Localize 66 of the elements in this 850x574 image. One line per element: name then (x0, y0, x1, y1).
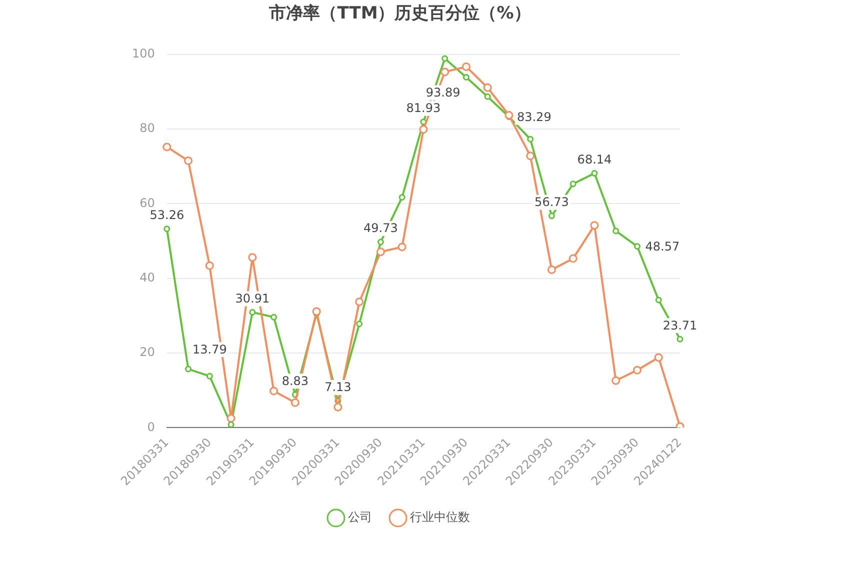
point (312, 307, 321, 316)
point (591, 170, 598, 177)
point (270, 386, 278, 396)
point (527, 136, 534, 142)
point (376, 248, 385, 256)
point (290, 398, 300, 407)
point (184, 156, 193, 166)
point (655, 296, 662, 304)
point (185, 366, 192, 372)
y-tick-label: 60 (140, 196, 155, 210)
point (440, 68, 450, 76)
data-label: 48.57 (645, 239, 680, 254)
point (612, 228, 620, 234)
point (676, 336, 684, 342)
point (377, 238, 384, 246)
legend-label: 行业中位数 (410, 510, 470, 524)
point (228, 421, 234, 428)
point (462, 62, 470, 71)
point (634, 243, 640, 250)
y-tick-label: 20 (140, 345, 155, 360)
point (612, 376, 620, 385)
data-label: 93.89 (426, 85, 460, 100)
data-label: 49.73 (364, 221, 398, 236)
point (226, 414, 236, 423)
chart-title: 市净率（TTM）历史百分位（%） (268, 4, 531, 24)
point (334, 402, 342, 412)
point (206, 372, 213, 380)
point (249, 309, 256, 316)
point (356, 320, 363, 328)
point (462, 74, 470, 80)
data-label: 56.73 (534, 195, 569, 210)
point (570, 180, 576, 188)
point (632, 366, 642, 374)
point (442, 55, 448, 62)
data-label: 68.14 (577, 152, 612, 166)
data-label: 7.13 (324, 380, 352, 394)
data-label: 13.79 (192, 342, 227, 356)
y-tick-label: 80 (140, 121, 155, 136)
point (164, 226, 170, 232)
data-label: 83.29 (516, 110, 552, 124)
point (526, 152, 535, 160)
point (398, 194, 406, 201)
legend-label: 公司 (348, 510, 372, 524)
data-label: 53.26 (150, 208, 184, 222)
data-label: 23.71 (662, 318, 698, 332)
y-tick-label: 100 (132, 46, 155, 61)
point (484, 93, 491, 100)
point (248, 253, 257, 262)
y-tick-label: 0 (147, 420, 155, 434)
point (398, 242, 406, 252)
data-label: 30.91 (235, 291, 270, 306)
point (504, 110, 514, 120)
point (483, 83, 492, 92)
point (590, 221, 599, 230)
data-label: 8.83 (282, 374, 309, 388)
point (547, 266, 556, 274)
point (205, 261, 214, 270)
point (568, 254, 578, 263)
point (548, 212, 555, 220)
point (162, 142, 172, 152)
point (654, 353, 663, 362)
point (355, 298, 364, 306)
point (419, 125, 428, 134)
y-tick-label: 40 (140, 270, 155, 284)
data-label: 81.93 (406, 100, 441, 115)
point (270, 314, 278, 320)
